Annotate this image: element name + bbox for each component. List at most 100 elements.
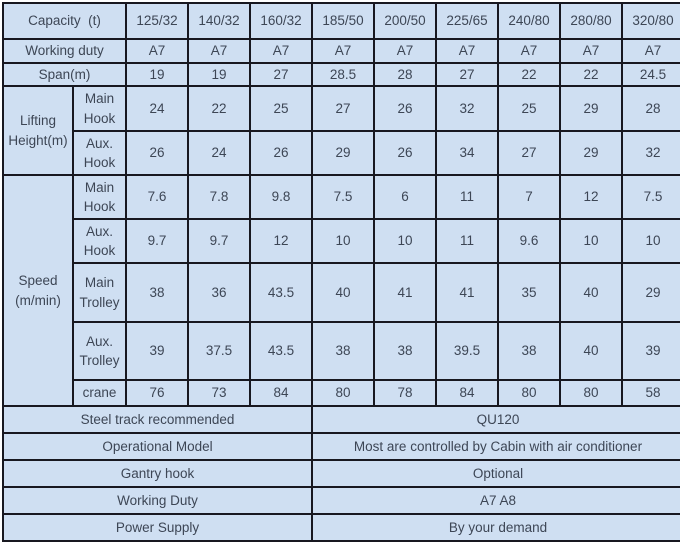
value-cell: 22 bbox=[187, 85, 251, 133]
value-cell: 10 bbox=[559, 218, 623, 265]
working-duty-value: A7 bbox=[373, 38, 437, 64]
value-cell: 26 bbox=[373, 85, 437, 133]
value-cell: 25 bbox=[249, 85, 313, 133]
working-duty-value: A7 bbox=[497, 38, 561, 64]
value-cell: 38 bbox=[373, 321, 437, 382]
sublabel-main-hook: Main Hook bbox=[72, 85, 127, 133]
sublabel-aux-trolley: Aux. Trolley bbox=[72, 321, 127, 382]
span-value: 27 bbox=[435, 61, 499, 88]
lifting-height-aux-hook-row: Aux. Hook 26 24 26 29 26 34 27 29 32 bbox=[3, 130, 680, 177]
value-cell: 43.5 bbox=[249, 321, 313, 382]
value-cell: 26 bbox=[125, 130, 189, 177]
working-duty-row: Working duty A7 A7 A7 A7 A7 A7 A7 A7 A7 bbox=[2, 38, 680, 64]
sublabel-aux-hook: Aux. Hook bbox=[72, 218, 127, 265]
value-cell: 25 bbox=[497, 85, 561, 133]
value-cell: 7.6 bbox=[125, 174, 189, 221]
sublabel-main-hook: Main Hook bbox=[72, 174, 127, 221]
span-value: 19 bbox=[187, 61, 251, 88]
value-cell: 39 bbox=[125, 321, 189, 382]
working-duty-footer-label: Working Duty bbox=[2, 486, 313, 516]
value-cell: 11 bbox=[435, 218, 499, 265]
value-cell: 40 bbox=[559, 321, 623, 382]
power-supply-value: By your demand bbox=[311, 513, 680, 542]
value-cell: 24 bbox=[125, 85, 189, 133]
capacity-label: Capacity (t) bbox=[2, 2, 127, 40]
operational-model-label: Operational Model bbox=[2, 432, 313, 462]
value-cell: 37.5 bbox=[187, 321, 251, 382]
capacity-value: 320/80 bbox=[621, 2, 680, 40]
capacity-value: 280/80 bbox=[559, 2, 623, 40]
value-cell: 6 bbox=[373, 174, 437, 221]
value-cell: 41 bbox=[435, 262, 499, 324]
value-cell: 29 bbox=[621, 262, 680, 324]
value-cell: 7.5 bbox=[311, 174, 375, 221]
value-cell: 28 bbox=[621, 85, 680, 133]
capacity-value: 125/32 bbox=[125, 2, 189, 40]
capacity-value: 160/32 bbox=[249, 2, 313, 40]
working-duty-value: A7 bbox=[187, 38, 251, 64]
lifting-height-main-hook-row: Lifting Height(m) Main Hook 24 22 25 27 … bbox=[2, 85, 680, 177]
steel-track-row: Steel track recommended QU120 bbox=[2, 405, 680, 435]
value-cell: 36 bbox=[187, 262, 251, 324]
value-cell: 32 bbox=[435, 85, 499, 133]
working-duty-footer-value: A7 A8 bbox=[311, 486, 680, 516]
speed-main-hook-row: Speed (m/min) Main Hook 7.6 7.8 9.8 7.5 … bbox=[2, 174, 680, 408]
operational-model-value: Most are controlled by Cabin with air co… bbox=[311, 432, 680, 462]
capacity-value: 185/50 bbox=[311, 2, 375, 40]
value-cell: 80 bbox=[311, 379, 375, 408]
working-duty-label: Working duty bbox=[2, 38, 127, 64]
value-cell: 12 bbox=[559, 174, 623, 221]
value-cell: 39 bbox=[621, 321, 680, 382]
gantry-hook-value: Optional bbox=[311, 459, 680, 489]
value-cell: 80 bbox=[497, 379, 561, 408]
speed-crane-row: crane 76 73 84 80 78 84 80 80 58 bbox=[3, 379, 680, 408]
value-cell: 24 bbox=[187, 130, 251, 177]
working-duty-footer-row: Working Duty A7 A8 bbox=[2, 486, 680, 516]
power-supply-row: Power Supply By your demand bbox=[2, 513, 680, 542]
capacity-value: 240/80 bbox=[497, 2, 561, 40]
value-cell: 7.8 bbox=[187, 174, 251, 221]
working-duty-value: A7 bbox=[621, 38, 680, 64]
value-cell: 58 bbox=[621, 379, 680, 408]
span-value: 22 bbox=[559, 61, 623, 88]
sublabel-main-trolley: Main Trolley bbox=[72, 262, 127, 324]
lifting-height-label: Lifting Height(m) bbox=[2, 85, 74, 177]
span-value: 22 bbox=[497, 61, 561, 88]
value-cell: 27 bbox=[497, 130, 561, 177]
value-cell: 76 bbox=[125, 379, 189, 408]
span-value: 28 bbox=[373, 61, 437, 88]
value-cell: 84 bbox=[249, 379, 313, 408]
capacity-value: 225/65 bbox=[435, 2, 499, 40]
value-cell: 35 bbox=[497, 262, 561, 324]
value-cell: 78 bbox=[373, 379, 437, 408]
sublabel-aux-hook: Aux. Hook bbox=[72, 130, 127, 177]
value-cell: 84 bbox=[435, 379, 499, 408]
gantry-hook-row: Gantry hook Optional bbox=[2, 459, 680, 489]
value-cell: 32 bbox=[621, 130, 680, 177]
value-cell: 9.7 bbox=[125, 218, 189, 265]
capacity-value: 200/50 bbox=[373, 2, 437, 40]
operational-model-row: Operational Model Most are controlled by… bbox=[2, 432, 680, 462]
capacity-row: Capacity (t) 125/32 140/32 160/32 185/50… bbox=[2, 2, 680, 40]
value-cell: 10 bbox=[373, 218, 437, 265]
value-cell: 39.5 bbox=[435, 321, 499, 382]
value-cell: 29 bbox=[559, 130, 623, 177]
steel-track-label: Steel track recommended bbox=[2, 405, 313, 435]
working-duty-value: A7 bbox=[435, 38, 499, 64]
span-row: Span(m) 19 19 27 28.5 28 27 22 22 24.5 bbox=[2, 61, 680, 88]
value-cell: 11 bbox=[435, 174, 499, 221]
steel-track-value: QU120 bbox=[311, 405, 680, 435]
span-label: Span(m) bbox=[2, 61, 127, 88]
value-cell: 40 bbox=[311, 262, 375, 324]
speed-main-trolley-row: Main Trolley 38 36 43.5 40 41 41 35 40 2… bbox=[3, 262, 680, 324]
value-cell: 26 bbox=[249, 130, 313, 177]
working-duty-value: A7 bbox=[559, 38, 623, 64]
span-value: 27 bbox=[249, 61, 313, 88]
power-supply-label: Power Supply bbox=[2, 513, 313, 542]
value-cell: 34 bbox=[435, 130, 499, 177]
value-cell: 38 bbox=[125, 262, 189, 324]
speed-label: Speed (m/min) bbox=[2, 174, 74, 408]
value-cell: 38 bbox=[497, 321, 561, 382]
